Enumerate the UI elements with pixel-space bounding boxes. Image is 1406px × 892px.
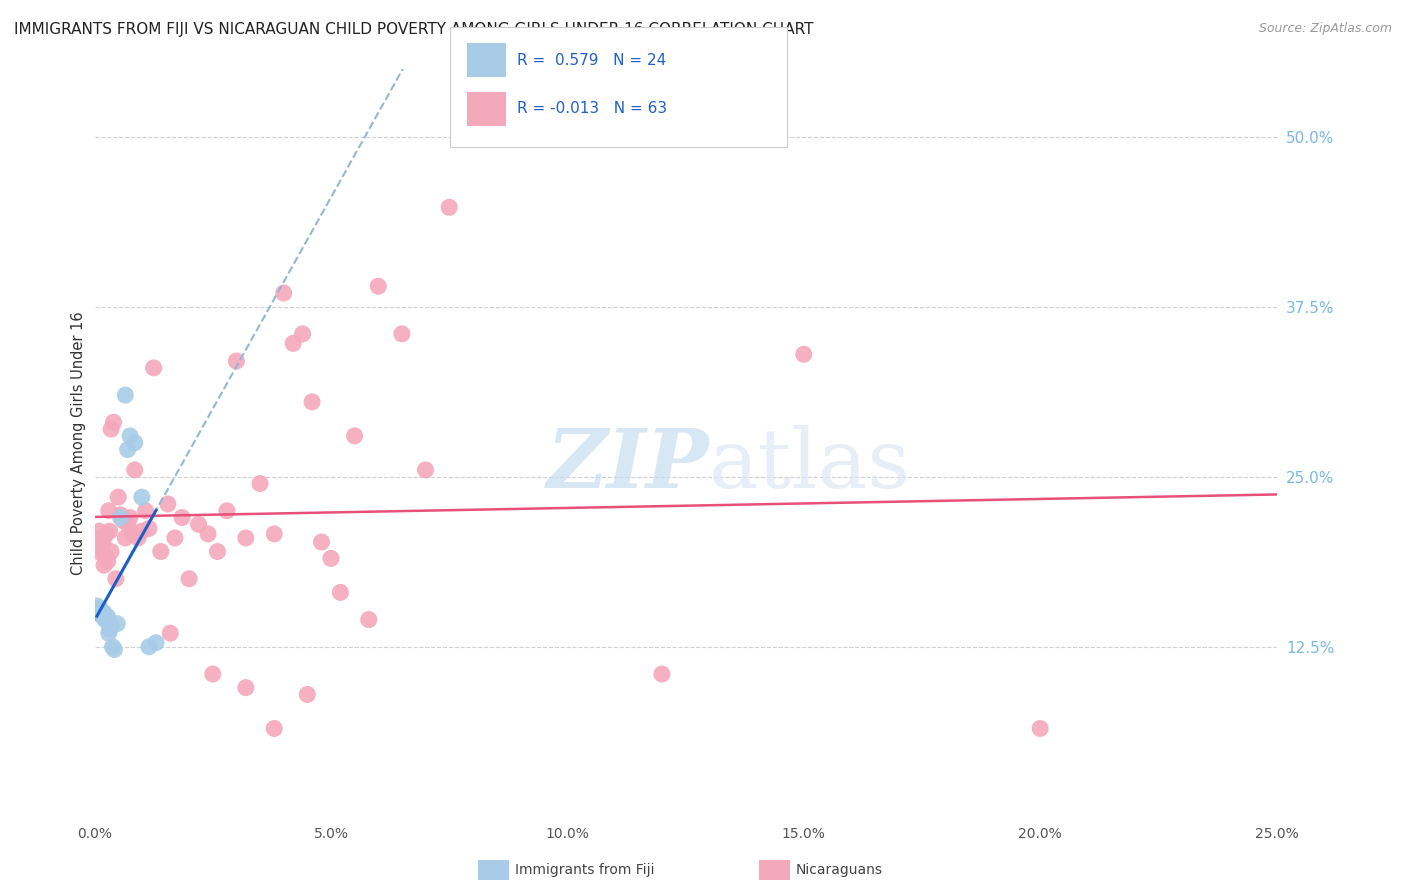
Point (87, 544, 110, 558)
Point (138, 521, 160, 535)
Point (319, 551, 342, 566)
Text: R = -0.013   N = 63: R = -0.013 N = 63 (517, 101, 668, 116)
Point (114, 388, 136, 402)
Point (90, 541, 112, 555)
Point (187, 517, 209, 532)
Point (103, 415, 125, 429)
Point (301, 395, 323, 409)
Point (117, 442, 139, 457)
Point (235, 531, 257, 545)
Point (111, 513, 134, 527)
Point (273, 286, 295, 301)
Point (110, 508, 132, 522)
Text: ZIP: ZIP (547, 425, 709, 505)
Point (329, 585, 352, 599)
Point (311, 535, 333, 549)
Point (86, 599, 108, 613)
Point (437, 200, 460, 214)
Point (159, 626, 181, 640)
Point (156, 497, 179, 511)
Point (107, 490, 129, 504)
Point (391, 326, 413, 341)
Point (94, 613, 117, 627)
Point (124, 463, 146, 477)
Point (197, 527, 219, 541)
Point (651, 667, 673, 681)
Point (104, 572, 127, 586)
Point (100, 422, 122, 436)
Point (138, 640, 160, 654)
Point (101, 640, 124, 654)
Point (96, 527, 118, 541)
Point (263, 722, 285, 736)
Point (225, 354, 247, 368)
Point (97, 554, 120, 568)
Point (124, 435, 146, 450)
Point (415, 463, 437, 477)
Point (291, 326, 314, 341)
Point (89, 524, 111, 538)
Point (249, 476, 271, 491)
Point (117, 517, 139, 532)
Point (98, 524, 121, 538)
Point (100, 619, 122, 633)
Point (89, 601, 111, 615)
Text: Source: ZipAtlas.com: Source: ZipAtlas.com (1258, 22, 1392, 36)
Point (793, 347, 815, 361)
Point (94, 549, 117, 563)
Point (90, 608, 112, 623)
Point (105, 616, 128, 631)
Text: atlas: atlas (709, 425, 911, 505)
Point (149, 544, 172, 558)
Text: Nicaraguans: Nicaraguans (796, 863, 883, 877)
Point (357, 613, 380, 627)
Point (215, 504, 238, 518)
Point (97, 504, 120, 518)
Point (93, 558, 115, 573)
Point (114, 531, 136, 545)
Text: R =  0.579   N = 24: R = 0.579 N = 24 (517, 53, 666, 68)
Point (121, 527, 143, 541)
Point (110, 510, 132, 524)
Point (343, 429, 366, 443)
Point (127, 531, 149, 545)
Point (97, 610, 120, 624)
Point (142, 360, 165, 375)
Point (145, 636, 167, 650)
Point (103, 642, 125, 657)
Point (201, 667, 224, 681)
Point (93, 606, 115, 620)
Point (135, 504, 157, 518)
Point (170, 510, 193, 524)
Point (163, 531, 186, 545)
Point (96, 611, 118, 625)
Point (131, 524, 153, 538)
Point (131, 490, 153, 504)
Text: Immigrants from Fiji: Immigrants from Fiji (515, 863, 654, 877)
Text: IMMIGRANTS FROM FIJI VS NICARAGUAN CHILD POVERTY AMONG GIRLS UNDER 16 CORRELATIO: IMMIGRANTS FROM FIJI VS NICARAGUAN CHILD… (14, 22, 814, 37)
Point (91, 607, 114, 622)
Point (179, 572, 201, 586)
Point (91, 535, 114, 549)
Point (235, 681, 257, 695)
Point (89, 531, 111, 545)
Point (87, 603, 110, 617)
Point (281, 336, 304, 351)
Point (89, 606, 111, 620)
Point (207, 544, 229, 558)
Point (98, 622, 121, 636)
Point (297, 688, 319, 702)
Point (118, 510, 141, 524)
Point (86, 538, 108, 552)
Point (100, 544, 122, 558)
Point (97, 626, 120, 640)
Point (118, 429, 141, 443)
Point (367, 279, 389, 293)
Point (1029, 722, 1052, 736)
Point (263, 527, 285, 541)
Y-axis label: Child Poverty Among Girls Under 16: Child Poverty Among Girls Under 16 (72, 311, 86, 574)
